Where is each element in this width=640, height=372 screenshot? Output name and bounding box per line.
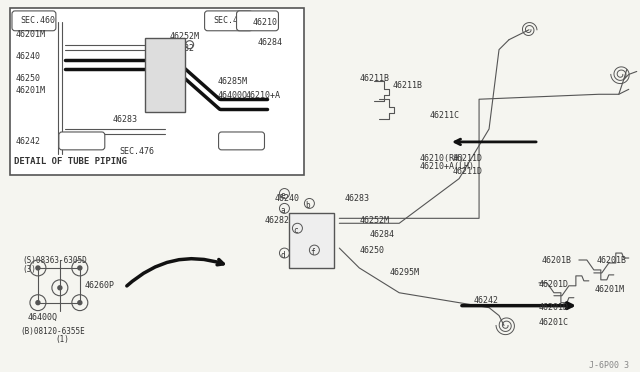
Text: 46240: 46240 <box>275 193 300 202</box>
Text: 46210+A(LH): 46210+A(LH) <box>419 162 474 171</box>
Text: (3): (3) <box>22 265 36 274</box>
Text: f: f <box>310 247 315 257</box>
Text: 46400Q: 46400Q <box>218 91 248 100</box>
Text: 46284: 46284 <box>257 38 282 47</box>
Text: 46400Q: 46400Q <box>28 312 58 322</box>
Text: a: a <box>280 206 285 215</box>
Text: DETAIL OF TUBE PIPING: DETAIL OF TUBE PIPING <box>14 157 127 166</box>
Text: 46201B: 46201B <box>597 256 627 265</box>
FancyBboxPatch shape <box>219 132 264 150</box>
Text: (1): (1) <box>55 336 68 344</box>
Text: (B)08120-6355E: (B)08120-6355E <box>20 327 84 337</box>
Text: 46211C: 46211C <box>429 111 459 120</box>
Text: 46201D: 46201D <box>539 280 569 289</box>
Text: 46295M: 46295M <box>389 268 419 277</box>
Bar <box>10 8 305 175</box>
Text: (S)08363-6305D: (S)08363-6305D <box>22 256 86 265</box>
Text: J-6P00 3: J-6P00 3 <box>589 361 629 370</box>
FancyBboxPatch shape <box>12 11 56 31</box>
Text: 46210(RH): 46210(RH) <box>419 154 464 163</box>
Bar <box>145 38 184 112</box>
Text: 46201B: 46201B <box>542 256 572 265</box>
Text: d: d <box>280 250 285 260</box>
Bar <box>289 214 334 268</box>
Circle shape <box>36 301 40 305</box>
Text: 46201C: 46201C <box>539 318 569 327</box>
Text: 46211B: 46211B <box>359 74 389 83</box>
Text: 46252M: 46252M <box>359 217 389 225</box>
Text: 46285M: 46285M <box>218 77 248 86</box>
FancyBboxPatch shape <box>205 11 253 31</box>
Circle shape <box>78 266 82 270</box>
Text: SEC.476: SEC.476 <box>120 147 155 156</box>
Text: 46211D: 46211D <box>452 154 482 163</box>
Text: b: b <box>305 201 310 210</box>
Text: 46282: 46282 <box>264 217 289 225</box>
Text: 46211B: 46211B <box>392 81 422 90</box>
Text: 46210+A: 46210+A <box>246 91 280 100</box>
FancyBboxPatch shape <box>237 11 278 31</box>
Circle shape <box>36 266 40 270</box>
Text: 46201M: 46201M <box>595 285 625 294</box>
Text: 46283: 46283 <box>344 193 369 202</box>
Text: 46260P: 46260P <box>85 281 115 290</box>
Text: SEC.460: SEC.460 <box>20 16 55 25</box>
Text: c: c <box>293 226 298 235</box>
Text: 46201D: 46201D <box>539 303 569 312</box>
Text: 46242: 46242 <box>473 296 498 305</box>
Text: 46242: 46242 <box>16 137 41 146</box>
Text: 46252M: 46252M <box>170 32 200 41</box>
Text: e: e <box>280 191 285 200</box>
Text: 46250: 46250 <box>359 246 384 255</box>
Text: 46284: 46284 <box>369 230 394 239</box>
Text: 46250: 46250 <box>16 74 41 83</box>
Text: 46282: 46282 <box>170 44 195 53</box>
Text: 46240: 46240 <box>16 52 41 61</box>
Text: SEC.470: SEC.470 <box>214 16 248 25</box>
Text: 46201M: 46201M <box>16 30 46 39</box>
Circle shape <box>58 286 62 290</box>
Text: 46201M: 46201M <box>16 86 46 95</box>
Circle shape <box>78 301 82 305</box>
Text: 46211D: 46211D <box>452 167 482 176</box>
Text: 46283: 46283 <box>113 115 138 124</box>
FancyBboxPatch shape <box>59 132 105 150</box>
Text: 46210: 46210 <box>253 18 278 27</box>
